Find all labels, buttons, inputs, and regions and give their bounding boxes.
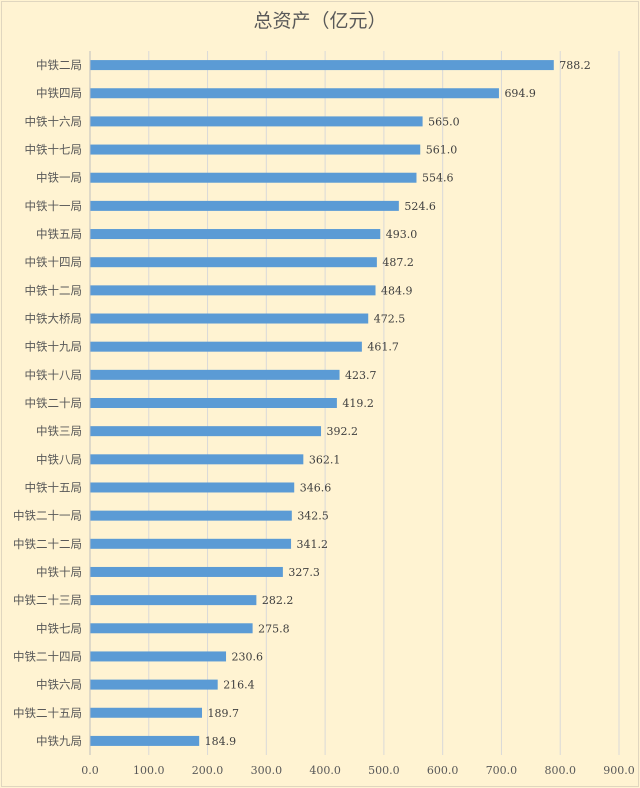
data-label: 561.0 (426, 144, 458, 157)
category-label: 中铁二十三局 (13, 593, 82, 607)
bar (90, 313, 369, 324)
data-label: 487.2 (382, 256, 414, 269)
x-tick-label: 200.0 (192, 764, 224, 777)
data-label: 184.9 (205, 735, 237, 748)
bar (90, 285, 376, 296)
bar (90, 679, 218, 690)
category-label: 中铁十五局 (25, 480, 83, 494)
category-label: 中铁八局 (36, 452, 82, 466)
category-label: 中铁十七局 (25, 143, 83, 157)
bar (90, 454, 304, 465)
data-label: 461.7 (367, 341, 399, 354)
category-label: 中铁大桥局 (25, 312, 83, 326)
data-label: 788.2 (559, 59, 591, 72)
bar (90, 707, 203, 718)
bar (90, 341, 362, 352)
data-label: 216.4 (223, 679, 255, 692)
category-label: 中铁二十四局 (13, 649, 82, 663)
category-label: 中铁十一局 (25, 199, 83, 213)
bar (90, 200, 399, 211)
chart-title: 总资产（亿元） (253, 10, 387, 32)
category-label: 中铁四局 (36, 86, 82, 100)
x-tick-label: 900.0 (603, 764, 635, 777)
bar (90, 172, 417, 183)
bar (90, 60, 554, 71)
data-label: 565.0 (428, 115, 460, 128)
data-label: 346.6 (300, 481, 332, 494)
x-tick-label: 500.0 (368, 764, 400, 777)
data-label: 484.9 (381, 284, 413, 297)
data-label: 694.9 (504, 87, 536, 100)
category-label: 中铁七局 (36, 621, 82, 635)
bar (90, 88, 499, 99)
bar (90, 369, 340, 380)
bar (90, 116, 423, 127)
data-label: 342.5 (297, 510, 329, 523)
data-label: 275.8 (258, 622, 290, 635)
category-label: 中铁十九局 (25, 340, 83, 354)
category-label: 中铁十二局 (25, 283, 83, 297)
bar (90, 735, 200, 746)
bar (90, 229, 381, 240)
bar (90, 398, 337, 408)
data-label: 189.7 (208, 707, 240, 720)
x-tick-label: 300.0 (251, 764, 283, 777)
category-label: 中铁十局 (36, 565, 82, 579)
category-label: 中铁六局 (36, 678, 82, 692)
category-label: 中铁十六局 (25, 114, 83, 128)
category-label: 中铁二十一局 (13, 509, 82, 523)
data-label: 230.6 (232, 650, 264, 663)
category-label: 中铁二十二局 (13, 537, 82, 551)
bar (90, 510, 292, 521)
data-label: 282.2 (262, 594, 294, 607)
x-tick-label: 600.0 (427, 764, 459, 777)
data-label: 554.6 (422, 172, 454, 185)
category-label: 中铁一局 (36, 171, 82, 185)
category-label: 中铁五局 (36, 227, 82, 241)
x-tick-label: 700.0 (486, 764, 518, 777)
bar (90, 623, 253, 634)
data-label: 362.1 (309, 453, 341, 466)
data-label: 423.7 (345, 369, 377, 382)
bar (90, 426, 322, 437)
data-label: 524.6 (404, 200, 436, 213)
data-label: 419.2 (342, 397, 374, 410)
x-tick-label: 400.0 (309, 764, 341, 777)
category-label: 中铁二十局 (25, 396, 83, 410)
category-label: 中铁二局 (36, 58, 82, 72)
x-tick-label: 100.0 (133, 764, 165, 777)
category-label: 中铁十四局 (25, 255, 83, 269)
category-label: 中铁九局 (36, 734, 82, 748)
data-label: 493.0 (386, 228, 418, 241)
data-label: 392.2 (327, 425, 359, 438)
data-label: 341.2 (297, 538, 329, 551)
bar (90, 482, 295, 493)
category-label: 中铁二十五局 (13, 706, 82, 720)
category-label: 中铁十八局 (25, 368, 83, 382)
bar (90, 257, 377, 268)
bar (90, 651, 227, 662)
bar (90, 566, 283, 577)
bar (90, 144, 421, 155)
x-tick-label: 800.0 (544, 764, 576, 777)
bar (90, 538, 292, 549)
data-label: 472.5 (374, 313, 406, 326)
bar (90, 595, 257, 606)
x-tick-label: 0.0 (81, 764, 99, 777)
category-label: 中铁三局 (36, 424, 82, 438)
data-label: 327.3 (288, 566, 320, 579)
